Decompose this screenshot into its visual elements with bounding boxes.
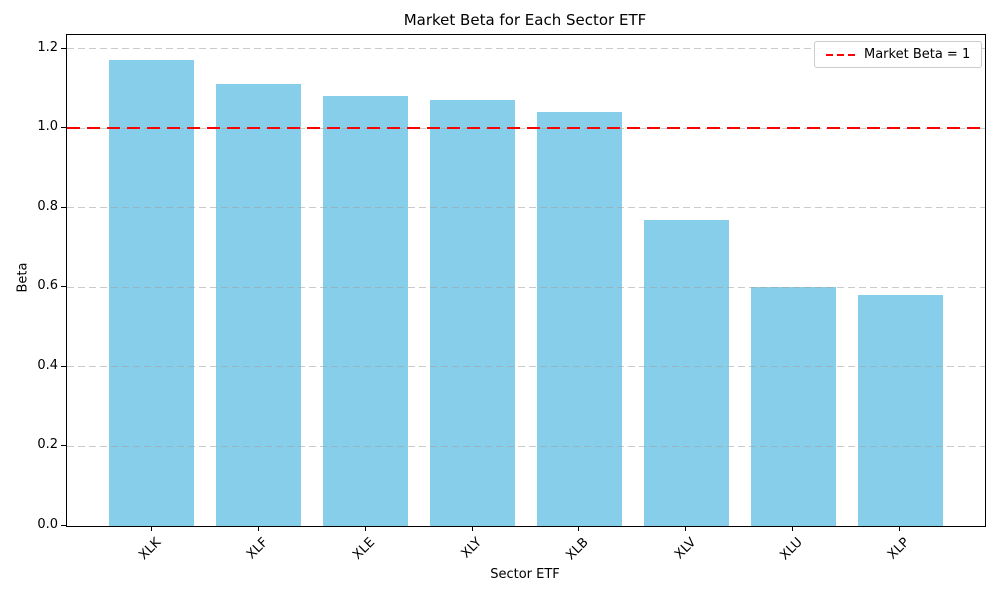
- y-tick-label: 0.8: [37, 198, 58, 214]
- legend: Market Beta = 1: [814, 41, 983, 68]
- x-tick-mark: [150, 526, 152, 531]
- y-tick-label: 0.2: [37, 437, 58, 453]
- gridline-y-1.2: [67, 48, 985, 50]
- gridline-y-0.6: [67, 286, 985, 288]
- gridline-y-0.8: [67, 207, 985, 209]
- y-tick-mark: [61, 365, 66, 367]
- x-tick-mark: [257, 526, 259, 531]
- y-tick-mark: [61, 445, 66, 447]
- y-tick-label: 1.2: [37, 39, 58, 55]
- x-axis-label: Sector ETF: [490, 567, 560, 582]
- market-beta-reference-line: [67, 127, 985, 130]
- bar-xlv: [643, 219, 730, 526]
- x-tick-mark: [792, 526, 794, 531]
- y-tick-mark: [61, 206, 66, 208]
- y-tick-mark: [61, 47, 66, 49]
- x-tick-mark: [899, 526, 901, 531]
- y-tick-label: 0.6: [37, 278, 58, 294]
- chart-title: Market Beta for Each Sector ETF: [403, 11, 647, 29]
- x-tick-mark: [685, 526, 687, 531]
- y-tick-mark: [61, 286, 66, 288]
- y-tick-label: 0.4: [37, 357, 58, 373]
- y-tick-mark: [61, 127, 66, 129]
- y-tick-label: 1.0: [37, 119, 58, 135]
- gridline-y-0.2: [67, 445, 985, 447]
- y-tick-mark: [61, 525, 66, 526]
- y-tick-label: 0.0: [37, 517, 58, 532]
- bar-xlb: [536, 112, 623, 526]
- legend-dashed-line-icon: [826, 53, 855, 56]
- x-tick-mark: [578, 526, 580, 531]
- legend-label: Market Beta = 1: [864, 47, 971, 62]
- x-tick-mark: [364, 526, 366, 531]
- bar-xlk: [108, 60, 195, 526]
- bar-xly: [429, 100, 516, 526]
- bar-xle: [322, 96, 409, 526]
- x-tick-mark: [471, 526, 473, 531]
- bar-xlu: [750, 287, 837, 526]
- bar-xlp: [857, 295, 944, 526]
- plot-area: [66, 34, 986, 527]
- bar-xlf: [215, 84, 302, 526]
- gridline-y-0.4: [67, 366, 985, 368]
